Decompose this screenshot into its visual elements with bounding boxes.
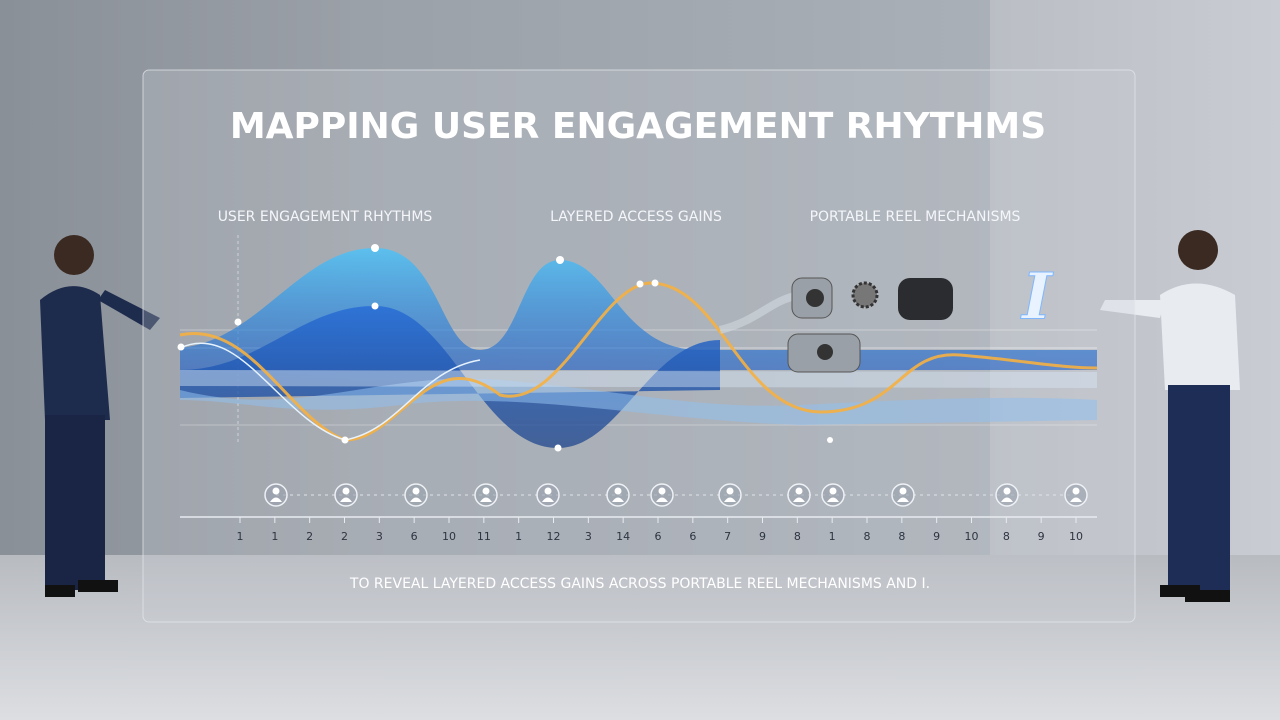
user-icon-body [612,497,624,502]
user-icon-body [793,497,805,502]
axis-label: 6 [411,530,418,543]
user-icon-ring [606,483,630,507]
user-icon-ring [787,483,811,507]
user-icon-ring [474,483,498,507]
user-icon-body [656,497,668,502]
waves [177,235,1098,452]
axis-label: 8 [898,530,905,543]
user-icon-ring [995,483,1019,507]
user-icon-body [724,497,736,502]
user-icon-head [899,487,907,495]
section-label: PORTABLE REEL MECHANISMS [810,209,1021,225]
user-icon-ring [891,483,915,507]
axis-label: 9 [933,530,940,543]
user-icon-ring [718,483,742,507]
user-icon [650,483,674,507]
user-icon-body [827,497,839,502]
user-icon-head [726,487,734,495]
axis-label: 12 [547,530,561,543]
user-icon-body [542,497,554,502]
glow-glyph: I [1020,260,1054,335]
section-label: LAYERED ACCESS GAINS [550,209,722,225]
axis-label: 7 [724,530,731,543]
user-icon-head [1003,487,1011,495]
axis-label: 8 [1003,530,1010,543]
user-icon [1064,483,1088,507]
axis-label: 1 [829,530,836,543]
axis-label: 6 [689,530,696,543]
user-icon [718,483,742,507]
user-icon-head [795,487,803,495]
user-icon-ring [650,483,674,507]
user-icon-head [412,487,420,495]
user-icon-head [658,487,666,495]
axis-label: 11 [477,530,491,543]
user-icon-body [1070,497,1082,502]
section-label: USER ENGAGEMENT RHYTHMS [218,209,433,225]
user-icon-ring [1064,483,1088,507]
user-icon-ring [821,483,845,507]
wall-panel [350,0,990,560]
axis-label: 2 [341,530,348,543]
user-icons [264,483,1088,507]
user-icon-ring [334,483,358,507]
user-icon [536,483,560,507]
user-icon-ring [404,483,428,507]
user-icon-head [272,487,280,495]
axis-label: 3 [585,530,592,543]
user-icon [995,483,1019,507]
user-icon-body [410,497,422,502]
user-icon-head [614,487,622,495]
user-icon [334,483,358,507]
user-icon [606,483,630,507]
axis-label: 10 [965,530,979,543]
user-icon-head [1072,487,1080,495]
caption: TO REVEAL LAYERED ACCESS GAINS ACROSS PO… [349,576,930,592]
axis-label: 1 [237,530,244,543]
title: MAPPING USER ENGAGEMENT RHYTHMS [230,106,1046,147]
user-icon [821,483,845,507]
axis-label: 8 [794,530,801,543]
axis-label: 9 [759,530,766,543]
user-icon-head [544,487,552,495]
reel-mechanisms: I [787,259,1055,373]
axis-label: 14 [616,530,630,543]
user-icon-body [340,497,352,502]
user-icon-body [270,497,282,502]
user-icon-body [1001,497,1013,502]
axis-label: 8 [864,530,871,543]
user-icon [474,483,498,507]
axis-label: 2 [306,530,313,543]
user-icon-body [897,497,909,502]
user-icon-ring [536,483,560,507]
axis-label: 10 [442,530,456,543]
user-icon [891,483,915,507]
user-icon-head [829,487,837,495]
axis-label: 6 [655,530,662,543]
person-left [40,235,160,597]
axis-label: 9 [1038,530,1045,543]
axis-label: 1 [271,530,278,543]
user-icon [787,483,811,507]
user-icon [264,483,288,507]
user-icon-head [342,487,350,495]
axis-label: 1 [515,530,522,543]
person-right [1100,230,1240,602]
axis-label: 3 [376,530,383,543]
axis-label: 10 [1069,530,1083,543]
user-icon [404,483,428,507]
user-icon-ring [264,483,288,507]
floor [0,555,1280,720]
user-icon-body [480,497,492,502]
user-icon-head [482,487,490,495]
